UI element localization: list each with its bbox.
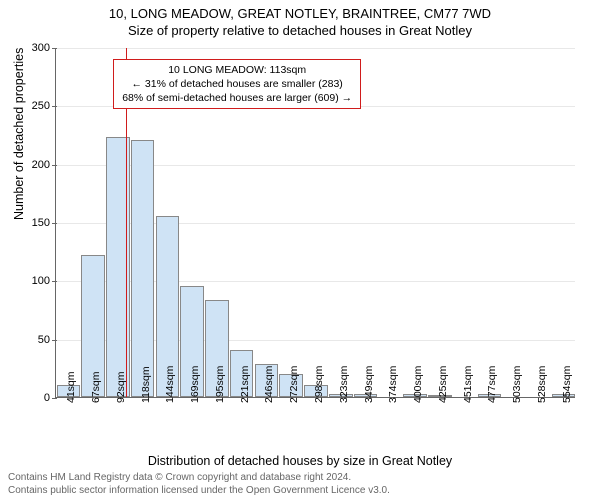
x-tick-label: 477sqm — [486, 366, 498, 403]
x-tick-label: 528sqm — [536, 366, 548, 403]
histogram-bar — [131, 140, 155, 397]
x-tick-label: 425sqm — [437, 366, 449, 403]
x-tick-label: 195sqm — [214, 366, 226, 403]
gridline — [56, 48, 575, 49]
x-axis-label: Distribution of detached houses by size … — [0, 454, 600, 468]
annotation-line: ← 31% of detached houses are smaller (28… — [122, 77, 352, 91]
y-tick-label: 300 — [32, 42, 56, 54]
y-tick-label: 0 — [44, 392, 56, 404]
x-tick-label: 221sqm — [239, 366, 251, 403]
x-tick-label: 349sqm — [363, 366, 375, 403]
y-tick-label: 250 — [32, 100, 56, 112]
y-tick-label: 100 — [32, 275, 56, 287]
x-tick-label: 67sqm — [90, 371, 102, 403]
annotation-line: 68% of semi-detached houses are larger (… — [122, 91, 352, 105]
title-line2: Size of property relative to detached ho… — [0, 23, 600, 38]
x-tick-label: 451sqm — [462, 366, 474, 403]
y-tick-label: 200 — [32, 159, 56, 171]
plot-area: 05010015020025030041sqm67sqm92sqm118sqm1… — [55, 48, 575, 398]
y-tick-label: 50 — [38, 334, 56, 346]
chart-area: 05010015020025030041sqm67sqm92sqm118sqm1… — [55, 48, 575, 398]
x-tick-label: 374sqm — [387, 366, 399, 403]
x-tick-label: 272sqm — [288, 366, 300, 403]
x-tick-label: 503sqm — [511, 366, 523, 403]
x-tick-label: 323sqm — [338, 366, 350, 403]
footer-line2: Contains public sector information licen… — [8, 485, 390, 498]
x-tick-label: 298sqm — [313, 366, 325, 403]
x-tick-label: 400sqm — [412, 366, 424, 403]
x-tick-label: 169sqm — [189, 366, 201, 403]
annotation-box: 10 LONG MEADOW: 113sqm← 31% of detached … — [113, 59, 361, 110]
footer-line1: Contains HM Land Registry data © Crown c… — [8, 472, 390, 485]
y-tick-label: 150 — [32, 217, 56, 229]
x-tick-label: 144sqm — [164, 366, 176, 403]
x-tick-label: 92sqm — [115, 371, 127, 403]
footer-attribution: Contains HM Land Registry data © Crown c… — [8, 472, 390, 497]
chart-title-block: 10, LONG MEADOW, GREAT NOTLEY, BRAINTREE… — [0, 0, 600, 38]
y-axis-label: Number of detached properties — [12, 48, 26, 220]
annotation-line: 10 LONG MEADOW: 113sqm — [122, 63, 352, 77]
x-tick-label: 41sqm — [65, 371, 77, 403]
x-tick-label: 118sqm — [140, 366, 152, 403]
title-line1: 10, LONG MEADOW, GREAT NOTLEY, BRAINTREE… — [0, 6, 600, 21]
x-tick-label: 246sqm — [263, 366, 275, 403]
x-tick-label: 554sqm — [561, 366, 573, 403]
